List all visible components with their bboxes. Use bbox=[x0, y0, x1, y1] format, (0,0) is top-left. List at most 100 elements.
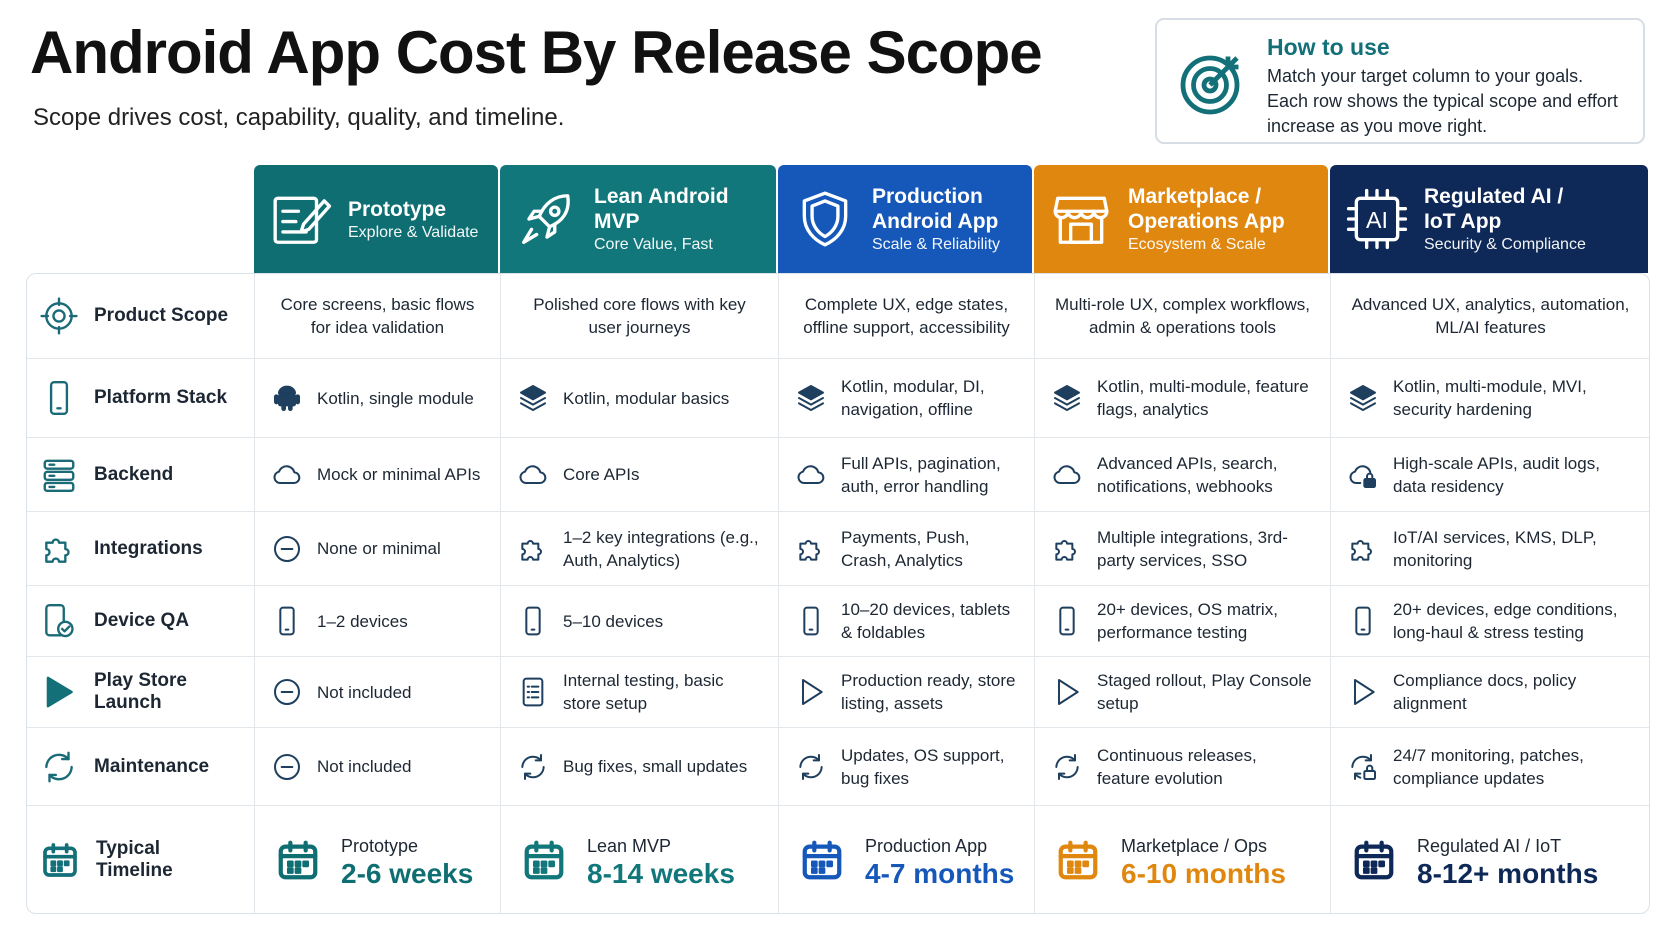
timeline-cell: Regulated AI / IoT 8-12+ months bbox=[1330, 805, 1650, 914]
column-header: Marketplace / Operations App Ecosystem & … bbox=[1034, 165, 1328, 273]
column-header: Production Android App Scale & Reliabilit… bbox=[778, 165, 1032, 273]
icon-shape bbox=[797, 464, 825, 484]
icon-shape bbox=[60, 751, 70, 760]
icon-shape bbox=[286, 867, 294, 874]
row-label-text: Platform Stack bbox=[94, 387, 228, 408]
icon-shape bbox=[45, 753, 70, 768]
icon-shape bbox=[1054, 402, 1080, 411]
icon-shape bbox=[274, 679, 300, 705]
phone-icon bbox=[279, 606, 295, 636]
table-cell: High-scale APIs, audit logs, data reside… bbox=[1330, 437, 1650, 511]
puzzle-icon bbox=[521, 539, 542, 561]
icon-shape bbox=[818, 860, 826, 868]
cell-text: Kotlin, modular basics bbox=[563, 388, 730, 408]
icon-shape bbox=[57, 860, 63, 867]
cell-text: Kotlin, multi-module, feature flags, ana… bbox=[1097, 377, 1309, 419]
icon-shape bbox=[810, 199, 840, 239]
timeline-name: Lean MVP bbox=[587, 836, 672, 856]
row-label-text: Integrations bbox=[94, 537, 203, 559]
table-cell: Core screens, basic flows for idea valid… bbox=[254, 273, 500, 358]
icon-shape bbox=[1363, 477, 1376, 488]
timeline-duration: 4-7 months bbox=[865, 858, 1015, 889]
icon-shape bbox=[818, 867, 826, 874]
icon-shape bbox=[1066, 867, 1074, 874]
icon-shape bbox=[295, 394, 300, 405]
cell-text: 20+ devices, OS matrix, performance test… bbox=[1097, 600, 1278, 642]
column-header-text: Prototype Explore & Validate bbox=[348, 197, 478, 242]
table-cell: None or minimal bbox=[254, 511, 500, 585]
cell-text: Staged rollout, Play Console setup bbox=[1097, 671, 1312, 713]
column-header-text: Regulated AI / IoT App Security & Complia… bbox=[1424, 184, 1586, 254]
phone-icon bbox=[49, 380, 69, 416]
table-cell: Staged rollout, Play Console setup bbox=[1034, 656, 1330, 727]
table-cell: Continuous releases, feature evolution bbox=[1034, 727, 1330, 805]
puzzle-icon bbox=[799, 539, 820, 561]
icon-label: AI bbox=[1366, 207, 1388, 233]
timeline-duration: 6-10 months bbox=[1121, 858, 1286, 889]
puzzle-icon bbox=[45, 537, 70, 563]
row-label: Integrations bbox=[26, 511, 254, 585]
timeline-text: Lean MVP 8-14 weeks bbox=[587, 835, 735, 888]
refresh-icon bbox=[1055, 753, 1079, 780]
icon-shape bbox=[1201, 76, 1219, 94]
icon-shape bbox=[1354, 679, 1375, 705]
icon-shape bbox=[798, 385, 824, 401]
row-label: Device QA bbox=[26, 585, 254, 656]
icon-shape bbox=[274, 753, 300, 780]
icon-shape bbox=[1074, 867, 1082, 874]
timeline-name: Marketplace / Ops bbox=[1121, 836, 1268, 856]
icon-shape bbox=[274, 535, 300, 562]
table-cell: Not included bbox=[254, 727, 500, 805]
table-cell: Multiple integrations, 3rd-party service… bbox=[1034, 511, 1330, 585]
cell-text: Core APIs bbox=[563, 465, 640, 484]
rocket-icon bbox=[522, 194, 570, 244]
table-cell: Kotlin, single module bbox=[254, 358, 500, 437]
cell-text: Polished core flows with key user journe… bbox=[533, 294, 746, 337]
row-label: Typical Timeline bbox=[26, 805, 254, 914]
play-icon bbox=[1058, 679, 1079, 705]
icon-shape bbox=[279, 606, 295, 636]
icon-shape bbox=[520, 385, 546, 401]
icon-shape bbox=[63, 860, 70, 867]
row-label-text: Product Scope bbox=[94, 304, 229, 326]
icon-shape bbox=[519, 464, 547, 484]
row-label-text: Typical Timeline bbox=[96, 838, 173, 881]
cell-text: 1–2 key integrations (e.g., Auth, Analyt… bbox=[563, 527, 759, 570]
icon-shape bbox=[534, 753, 542, 761]
icon-shape bbox=[799, 755, 820, 768]
icon-shape bbox=[1351, 539, 1372, 561]
icon-shape bbox=[1350, 397, 1376, 406]
timeline-text: Regulated AI / IoT 8-12+ months bbox=[1417, 835, 1598, 888]
table-cell: Polished core flows with key user journe… bbox=[500, 273, 778, 358]
page-title: Android App Cost By Release Scope bbox=[30, 19, 1043, 86]
icon-shape bbox=[810, 867, 818, 874]
timeline-cell: Production App 4-7 months bbox=[778, 805, 1034, 914]
icon-shape bbox=[1350, 402, 1376, 411]
icon-shape bbox=[826, 860, 834, 868]
cloudlock-icon bbox=[1349, 464, 1376, 488]
icon-shape bbox=[273, 464, 301, 484]
table-cell: Full APIs, pagination, auth, error handl… bbox=[778, 437, 1034, 511]
timeline-cell: Prototype 2-6 weeks bbox=[254, 805, 500, 914]
table-cell: 20+ devices, edge conditions, long-haul … bbox=[1330, 585, 1650, 656]
icon-shape bbox=[278, 385, 296, 395]
icon-shape bbox=[1354, 772, 1362, 780]
icon-shape bbox=[1363, 769, 1376, 780]
icon-shape bbox=[286, 860, 294, 868]
icon-shape bbox=[1058, 844, 1098, 880]
table-cell: Kotlin, multi-module, feature flags, ana… bbox=[1034, 358, 1330, 437]
icon-shape bbox=[810, 860, 818, 868]
icon-shape bbox=[288, 403, 293, 411]
icon-shape bbox=[1053, 464, 1081, 484]
icon-shape bbox=[1349, 464, 1372, 484]
minus-icon bbox=[274, 753, 300, 780]
table-cell: Multi-role UX, complex workflows, admin … bbox=[1034, 273, 1330, 358]
icon-shape bbox=[48, 765, 73, 780]
icon-shape bbox=[1054, 397, 1080, 406]
icon-shape bbox=[1074, 860, 1082, 868]
table-cell: 10–20 devices, tablets & foldables bbox=[778, 585, 1034, 656]
icon-shape bbox=[803, 606, 819, 636]
icon-shape bbox=[1208, 56, 1239, 87]
icon-shape bbox=[532, 867, 540, 874]
